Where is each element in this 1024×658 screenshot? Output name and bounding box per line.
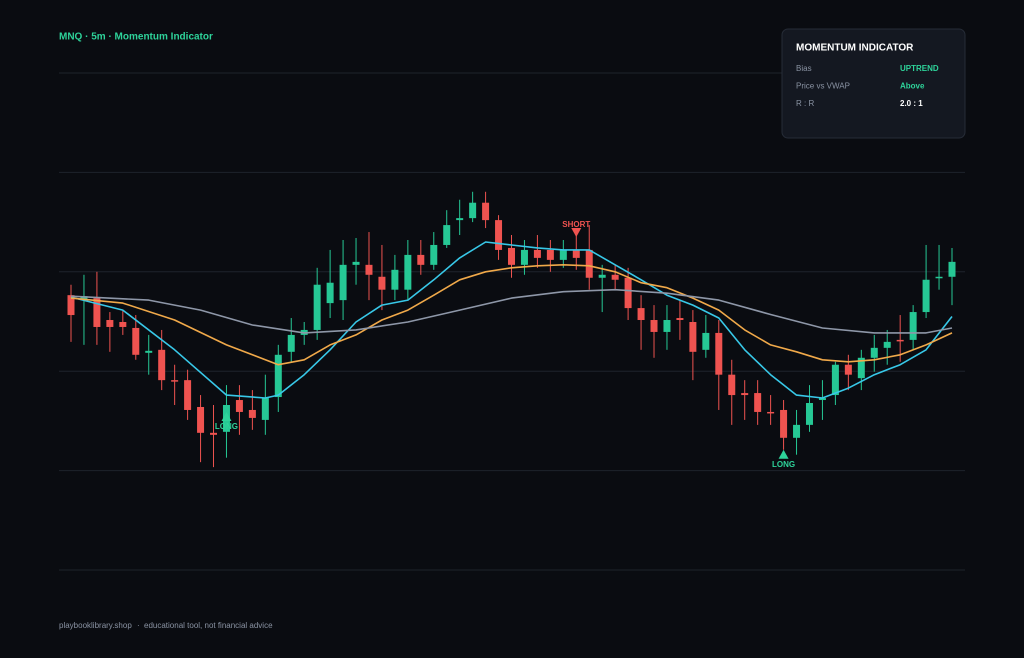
candle-body bbox=[793, 424, 801, 438]
candle-body bbox=[93, 298, 101, 327]
candle-body bbox=[261, 398, 269, 420]
candle-body bbox=[598, 274, 606, 278]
candle-body bbox=[365, 264, 373, 275]
candle-body bbox=[689, 321, 697, 352]
row-value: UPTREND bbox=[900, 64, 939, 73]
candle-body bbox=[417, 254, 425, 265]
panel-title: MOMENTUM INDICATOR bbox=[796, 43, 914, 54]
candle-body bbox=[210, 432, 218, 435]
candle-body bbox=[533, 249, 541, 258]
candle-body bbox=[611, 274, 619, 280]
candle-body bbox=[67, 295, 75, 316]
candle-body bbox=[391, 269, 399, 290]
candle-body bbox=[780, 409, 788, 438]
candle-body bbox=[831, 364, 839, 396]
header-title: MNQ · 5m · Momentum Indicator bbox=[59, 32, 213, 43]
signal-label: LONG bbox=[772, 460, 795, 469]
candle-body bbox=[520, 249, 528, 265]
candle-body bbox=[430, 244, 438, 265]
candle-body bbox=[313, 284, 321, 330]
candle-body bbox=[339, 264, 347, 301]
candle-body bbox=[870, 347, 878, 358]
row-label: Bias bbox=[796, 64, 812, 73]
candle-body bbox=[171, 380, 179, 382]
footer-site: playbooklibrary.shop bbox=[59, 621, 132, 630]
candle-body bbox=[443, 225, 451, 245]
candle-body bbox=[741, 393, 749, 396]
candle-body bbox=[676, 318, 684, 321]
candle-body bbox=[274, 354, 282, 398]
candle-body bbox=[624, 277, 632, 309]
signal-label: SHORT bbox=[562, 220, 590, 229]
candle-body bbox=[158, 349, 166, 381]
candle-body bbox=[572, 249, 580, 258]
candle-body bbox=[585, 249, 593, 278]
row-label: Price vs VWAP bbox=[796, 82, 850, 91]
candle-body bbox=[287, 334, 295, 352]
candle-body bbox=[728, 374, 736, 396]
signal-marker bbox=[221, 411, 232, 421]
candle-body bbox=[132, 327, 140, 355]
signal-marker bbox=[571, 228, 582, 238]
row-value: 2.0 : 1 bbox=[900, 99, 923, 108]
candle-body bbox=[469, 202, 477, 219]
indicator-line bbox=[70, 241, 953, 399]
candle-body bbox=[378, 276, 386, 290]
candle-body bbox=[935, 276, 943, 279]
candle-body bbox=[106, 320, 114, 327]
candle-body bbox=[546, 249, 554, 260]
candle-body bbox=[896, 339, 904, 342]
candle-body bbox=[119, 321, 127, 327]
candle-body bbox=[857, 357, 865, 379]
candle-body bbox=[805, 403, 813, 425]
candle-body bbox=[844, 364, 852, 375]
candle-body bbox=[235, 400, 243, 412]
candle-body bbox=[482, 202, 490, 221]
candle-body bbox=[754, 393, 762, 412]
candle-body bbox=[456, 218, 464, 221]
candle-body bbox=[922, 279, 930, 313]
panel-rows: Bias UPTREND Price vs VWAP Above R : R 2.0 : … bbox=[796, 64, 939, 108]
footer-note: educational tool, not financial advice bbox=[144, 621, 273, 630]
candle-body bbox=[145, 350, 153, 353]
candle-body bbox=[80, 296, 88, 301]
candle-body bbox=[197, 406, 205, 433]
candle-body bbox=[495, 220, 503, 250]
candle-body bbox=[883, 341, 891, 348]
candle-body bbox=[650, 320, 658, 332]
signal-label: LONG bbox=[215, 422, 238, 431]
panel-box bbox=[781, 28, 966, 139]
candle-body bbox=[715, 332, 723, 375]
candle-body bbox=[352, 261, 360, 265]
indicator-line bbox=[70, 264, 953, 366]
signal-marker bbox=[778, 449, 789, 459]
indicator-line bbox=[70, 288, 953, 334]
candle-body bbox=[248, 409, 256, 418]
candle-body bbox=[663, 320, 671, 332]
candle-body bbox=[948, 261, 956, 277]
candle-body bbox=[637, 308, 645, 321]
candle-body bbox=[767, 411, 775, 414]
footer-separator: · bbox=[137, 621, 140, 630]
candle-body bbox=[508, 247, 515, 265]
candle-body bbox=[559, 249, 567, 260]
candle-body bbox=[909, 312, 917, 340]
candle-body bbox=[404, 254, 412, 290]
chart: LONG SHORT LONG bbox=[59, 72, 965, 571]
candle-body bbox=[818, 398, 826, 401]
row-value: Above bbox=[900, 82, 925, 91]
candle-body bbox=[702, 332, 710, 350]
candle-body bbox=[326, 282, 334, 304]
row-label: R : R bbox=[796, 99, 814, 108]
info-panel: MOMENTUM INDICATOR Bias UPTREND Price vs V… bbox=[781, 28, 966, 139]
candle-body bbox=[184, 380, 192, 410]
